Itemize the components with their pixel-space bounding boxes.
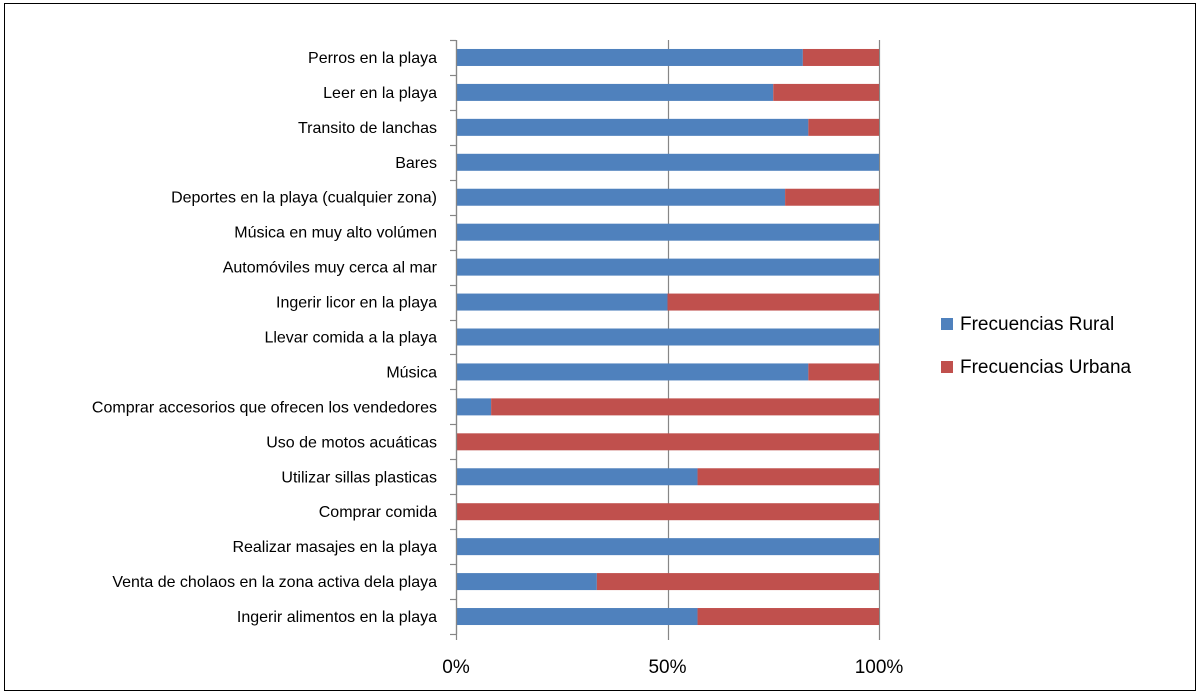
category-label: Llevar comida a la playa [264,330,437,347]
bar-urbana-9 [808,363,879,381]
bar-rural-9 [456,363,809,381]
category-label: Automóviles muy cerca al mar [223,260,438,277]
category-label: Ingerir alimentos en la playa [237,609,437,626]
bar-rural-12 [456,468,698,486]
legend-label-rural: Frecuencias Rural [960,314,1114,335]
x-tick-label: 50% [648,657,686,678]
legend-label-urbana: Frecuencias Urbana [960,357,1132,378]
bar-rural-15 [456,573,597,591]
bar-rural-4 [456,188,786,206]
bar-rural-7 [456,293,668,311]
bar-rural-6 [456,258,879,276]
bar-urbana-4 [785,188,879,206]
legend-swatch-rural [941,318,953,330]
category-label: Utilizar sillas plasticas [281,469,437,486]
bar-rural-16 [456,608,698,626]
y-axis [450,39,458,636]
bar-rural-0 [456,48,803,66]
bar-rural-1 [456,83,774,101]
category-label: Uso de motos acuáticas [266,434,437,451]
category-label: Comprar comida [319,504,437,521]
x-tick-label: 0% [442,657,470,678]
bar-urbana-7 [667,293,879,311]
bar-urbana-0 [802,48,879,66]
bar-urbana-1 [773,83,879,101]
bar-urbana-2 [808,118,879,136]
x-tick-labels: 0% 50% 100% [442,657,903,678]
legend: Frecuencias Rural Frecuencias Urbana [941,314,1132,378]
category-label: Bares [395,155,437,172]
bar-rural-3 [456,153,879,171]
category-label: Ingerir licor en la playa [276,295,437,312]
bar-urbana-10 [491,398,879,416]
legend-swatch-urbana [941,361,953,373]
category-label: Transito de lanchas [298,120,437,137]
category-label: Deportes en la playa (cualquier zona) [171,190,437,207]
bars [456,48,879,626]
bar-rural-14 [456,538,879,556]
category-label: Comprar accesorios que ofrecen los vende… [92,399,437,416]
bar-rural-5 [456,223,879,241]
bar-urbana-11 [456,433,879,451]
category-label: Música en muy alto volúmen [234,225,437,242]
category-label: Venta de cholaos en la zona activa dela … [112,574,437,591]
category-label: Realizar masajes en la playa [232,539,437,556]
category-label: Perros en la playa [308,50,437,67]
bar-urbana-15 [596,573,879,591]
bar-rural-10 [456,398,492,416]
category-labels: Perros en la playa Leer en la playa Transi… [92,50,438,626]
x-tick-label: 100% [855,657,904,678]
category-label: Leer en la playa [323,85,437,102]
category-label: Música [386,364,437,381]
bar-rural-8 [456,328,879,346]
bar-urbana-16 [697,608,879,626]
bar-urbana-12 [697,468,879,486]
bar-rural-2 [456,118,809,136]
bar-urbana-13 [456,503,879,521]
